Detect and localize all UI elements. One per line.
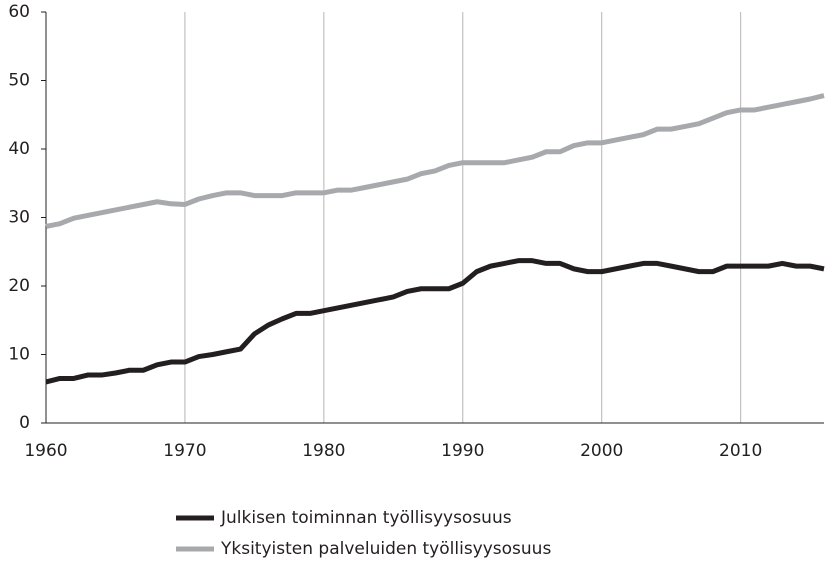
- y-tick-label: 40: [8, 139, 30, 159]
- y-tick-label: 30: [8, 208, 30, 228]
- y-tick-label: 50: [8, 71, 30, 91]
- y-tick-label: 0: [19, 413, 30, 433]
- y-tick-label: 60: [8, 2, 30, 22]
- x-tick-label: 1990: [441, 441, 484, 461]
- y-tick-label: 10: [8, 345, 30, 365]
- x-tick-label: 2010: [719, 441, 762, 461]
- series-line: [45, 258, 825, 385]
- y-tick-label: 20: [8, 276, 30, 296]
- x-tick-label: 1970: [163, 441, 206, 461]
- series-line: [45, 93, 825, 229]
- legend-label: Julkisen toiminnan työllisyysosuus: [220, 508, 512, 528]
- x-tick-label: 1980: [302, 441, 345, 461]
- x-tick-label: 1960: [24, 441, 67, 461]
- x-tick-label: 2000: [580, 441, 623, 461]
- legend-label: Yksityisten palveluiden työllisyysosuus: [220, 539, 551, 559]
